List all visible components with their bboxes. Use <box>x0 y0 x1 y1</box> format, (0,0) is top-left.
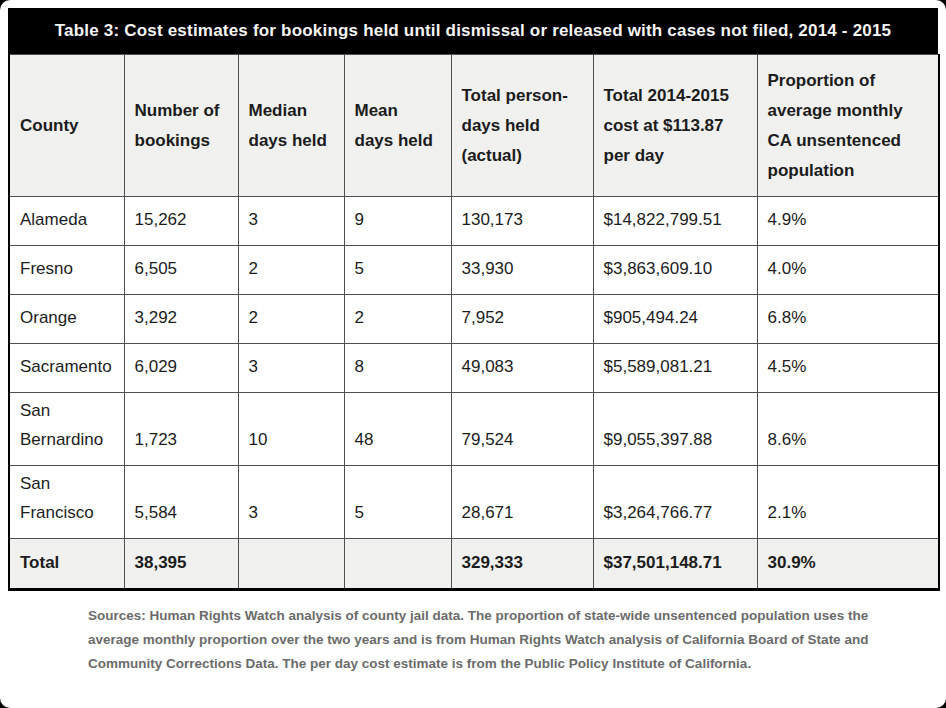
cell-bookings: 6,029 <box>124 344 238 393</box>
cell-person-days: 28,671 <box>451 466 593 539</box>
cost-estimates-table: County Number of bookings Median days he… <box>8 54 940 591</box>
cell-proportion: 6.8% <box>757 295 939 344</box>
cell-person-days: 130,173 <box>451 197 593 246</box>
column-header-number-of-bookings: Number of bookings <box>124 55 238 197</box>
column-header-mean-days-held: Mean days held <box>344 55 451 197</box>
cell-median-days: 10 <box>238 393 344 466</box>
cell-county: San Bernardino <box>9 393 124 466</box>
table-row-total: Total 38,395 329,333 $37,501,148.71 30.9… <box>9 539 939 590</box>
cell-mean-days: 2 <box>344 295 451 344</box>
cell-bookings: 15,262 <box>124 197 238 246</box>
cell-county: San Francisco <box>9 466 124 539</box>
cell-cost: $9,055,397.88 <box>593 393 757 466</box>
cell-proportion: 4.0% <box>757 246 939 295</box>
column-header-total-person-days: Total person-days held (actual) <box>451 55 593 197</box>
cell-bookings: 1,723 <box>124 393 238 466</box>
cell-county: Sacramento <box>9 344 124 393</box>
cell-mean-days: 5 <box>344 246 451 295</box>
column-header-total-cost: Total 2014-2015 cost at $113.87 per day <box>593 55 757 197</box>
cell-total-bookings: 38,395 <box>124 539 238 590</box>
cell-bookings: 6,505 <box>124 246 238 295</box>
cell-total-label: Total <box>9 539 124 590</box>
cell-person-days: 49,083 <box>451 344 593 393</box>
column-header-median-days-held: Median days held <box>238 55 344 197</box>
cell-proportion: 2.1% <box>757 466 939 539</box>
header-row: County Number of bookings Median days he… <box>9 55 939 197</box>
cell-cost: $14,822,799.51 <box>593 197 757 246</box>
cell-mean-days: 9 <box>344 197 451 246</box>
cell-cost: $3,264,766.77 <box>593 466 757 539</box>
report-page: Table 3: Cost estimates for bookings hel… <box>0 0 946 708</box>
table-row-orange: Orange 3,292 2 2 7,952 $905,494.24 6.8% <box>9 295 939 344</box>
source-note: Sources: Human Rights Watch analysis of … <box>88 604 882 676</box>
cell-total-proportion: 30.9% <box>757 539 939 590</box>
cell-person-days: 7,952 <box>451 295 593 344</box>
table-row-fresno: Fresno 6,505 2 5 33,930 $3,863,609.10 4.… <box>9 246 939 295</box>
cell-mean-days: 48 <box>344 393 451 466</box>
cell-median-days: 2 <box>238 246 344 295</box>
table-row-san-bernardino: San Bernardino 1,723 10 48 79,524 $9,055… <box>9 393 939 466</box>
cell-cost: $905,494.24 <box>593 295 757 344</box>
cell-person-days: 79,524 <box>451 393 593 466</box>
cell-median-days: 3 <box>238 466 344 539</box>
column-header-county: County <box>9 55 124 197</box>
cell-county: Alameda <box>9 197 124 246</box>
cell-mean-days: 5 <box>344 466 451 539</box>
table-row-alameda: Alameda 15,262 3 9 130,173 $14,822,799.5… <box>9 197 939 246</box>
cell-person-days: 33,930 <box>451 246 593 295</box>
cell-proportion: 4.9% <box>757 197 939 246</box>
cell-total-mean <box>344 539 451 590</box>
table-title-bar: Table 3: Cost estimates for bookings hel… <box>8 8 938 54</box>
cell-proportion: 4.5% <box>757 344 939 393</box>
cell-bookings: 3,292 <box>124 295 238 344</box>
cell-median-days: 3 <box>238 344 344 393</box>
table-title: Table 3: Cost estimates for bookings hel… <box>55 21 892 41</box>
table-row-san-francisco: San Francisco 5,584 3 5 28,671 $3,264,76… <box>9 466 939 539</box>
cell-county: Orange <box>9 295 124 344</box>
cell-county: Fresno <box>9 246 124 295</box>
cell-total-cost: $37,501,148.71 <box>593 539 757 590</box>
table-row-sacramento: Sacramento 6,029 3 8 49,083 $5,589,081.2… <box>9 344 939 393</box>
cell-proportion: 8.6% <box>757 393 939 466</box>
cell-total-person-days: 329,333 <box>451 539 593 590</box>
cell-mean-days: 8 <box>344 344 451 393</box>
cell-median-days: 3 <box>238 197 344 246</box>
cell-median-days: 2 <box>238 295 344 344</box>
cell-cost: $5,589,081.21 <box>593 344 757 393</box>
cell-bookings: 5,584 <box>124 466 238 539</box>
cell-cost: $3,863,609.10 <box>593 246 757 295</box>
cell-total-median <box>238 539 344 590</box>
column-header-proportion-unsentenced: Proportion of average monthly CA unsente… <box>757 55 939 197</box>
